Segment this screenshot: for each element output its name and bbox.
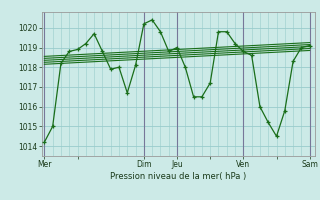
X-axis label: Pression niveau de la mer( hPa ): Pression niveau de la mer( hPa ) xyxy=(110,172,246,181)
